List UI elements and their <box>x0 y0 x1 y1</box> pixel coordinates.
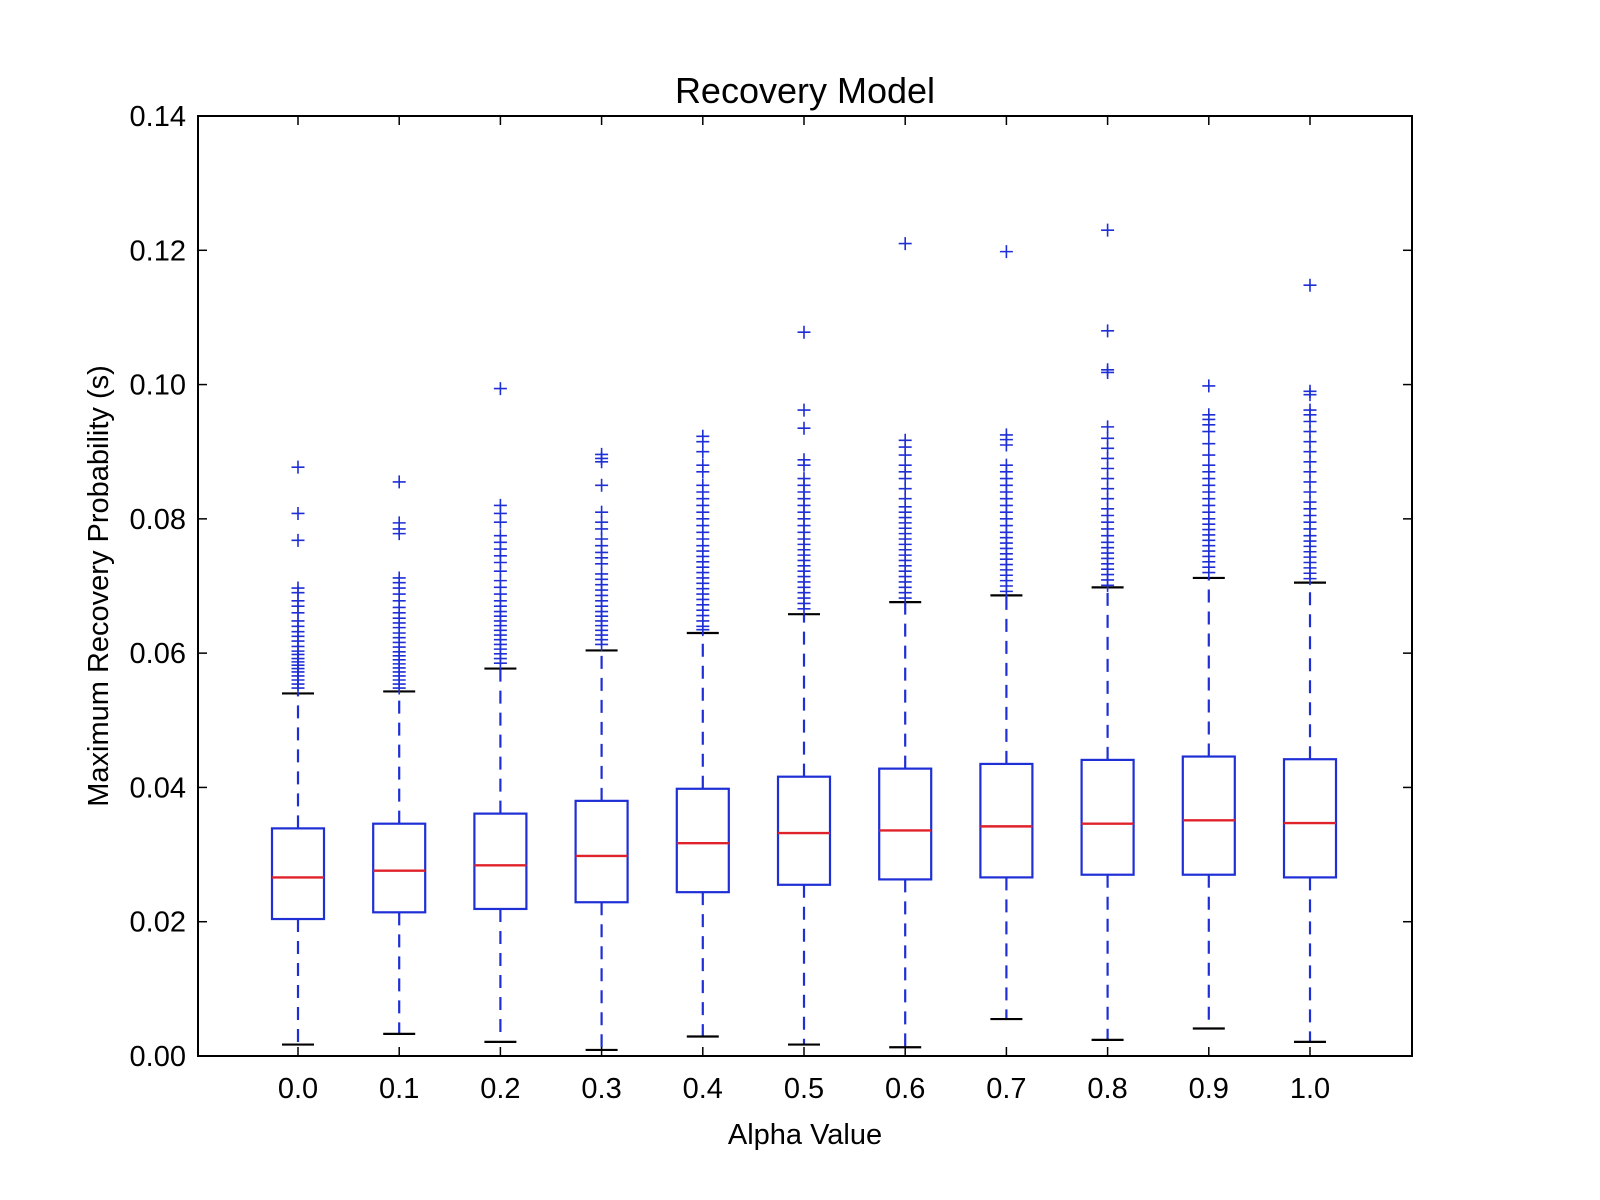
x-axis-ticks: 0.0 0.1 0.2 0.3 0.4 0.5 0.6 0.7 0.8 0.9 1.0 <box>278 116 1330 1105</box>
box-iqr <box>574 799 629 904</box>
box-group <box>574 447 629 1052</box>
outlier-point <box>999 438 1013 452</box>
outlier-point <box>797 403 811 417</box>
plot-area <box>270 223 1338 1052</box>
outlier-point <box>595 637 609 651</box>
outlier-point <box>392 681 406 695</box>
outlier-point <box>797 421 811 435</box>
box-iqr <box>1282 758 1338 879</box>
outlier-point <box>1101 420 1115 434</box>
outlier-point <box>291 460 305 474</box>
outlier-point <box>1101 578 1115 592</box>
chart-title: Recovery Model <box>675 70 935 111</box>
x-tick-label: 0.9 <box>1189 1073 1229 1105</box>
outlier-point <box>493 382 507 396</box>
x-tick-label: 0.0 <box>278 1073 318 1105</box>
y-tick-label: 0.10 <box>130 370 186 402</box>
outlier-point <box>1202 566 1216 580</box>
outlier-point <box>1101 324 1115 338</box>
outlier-point <box>797 602 811 616</box>
outlier-point <box>1101 365 1115 379</box>
box-group <box>270 460 326 1046</box>
outlier-point <box>291 506 305 520</box>
outlier-point <box>898 237 912 251</box>
box-iqr <box>878 767 933 881</box>
box-group <box>1181 379 1236 1030</box>
box-group <box>1282 278 1338 1044</box>
y-tick-label: 0.06 <box>130 638 186 670</box>
outlier-point <box>1202 437 1216 451</box>
x-tick-label: 0.8 <box>1087 1073 1127 1105</box>
outlier-point <box>1303 572 1317 586</box>
outlier-point <box>999 584 1013 598</box>
box-iqr <box>473 812 528 911</box>
x-axis-title: Alpha Value <box>728 1119 882 1151</box>
outlier-point <box>797 325 811 339</box>
outlier-point <box>1303 388 1317 402</box>
x-tick-label: 0.7 <box>986 1073 1026 1105</box>
y-tick-label: 0.02 <box>130 907 186 939</box>
outlier-point <box>999 245 1013 259</box>
y-tick-label: 0.04 <box>130 772 186 804</box>
y-tick-label: 0.14 <box>130 101 186 133</box>
outlier-point <box>696 623 710 637</box>
box-group <box>473 382 528 1044</box>
outlier-point <box>1303 278 1317 292</box>
box-iqr <box>372 822 427 914</box>
y-tick-label: 0.12 <box>130 235 186 267</box>
box-iqr <box>675 787 730 894</box>
box-group <box>878 237 933 1049</box>
outlier-point <box>291 681 305 695</box>
box-iqr <box>776 775 832 886</box>
outlier-point <box>493 515 507 529</box>
outlier-point <box>898 591 912 605</box>
outlier-point <box>1202 379 1216 393</box>
outlier-point <box>595 478 609 492</box>
box-group <box>776 325 832 1046</box>
box-iqr <box>1080 758 1135 876</box>
box-group <box>1080 223 1135 1041</box>
y-tick-label: 0.08 <box>130 504 186 536</box>
x-tick-label: 0.2 <box>480 1073 520 1105</box>
box-iqr <box>979 762 1034 879</box>
outlier-point <box>392 527 406 541</box>
box-iqr <box>270 827 326 921</box>
y-tick-label: 0.00 <box>130 1041 186 1073</box>
outlier-point <box>797 458 811 472</box>
x-tick-label: 0.5 <box>784 1073 824 1105</box>
x-tick-label: 0.3 <box>581 1073 621 1105</box>
x-tick-label: 0.6 <box>885 1073 925 1105</box>
box-group <box>372 475 427 1035</box>
outlier-point <box>696 465 710 479</box>
plot-frame <box>197 115 1413 1057</box>
outlier-point <box>696 445 710 459</box>
outlier-point <box>493 656 507 670</box>
box-group <box>979 245 1034 1021</box>
x-tick-label: 1.0 <box>1290 1073 1330 1105</box>
outlier-point <box>1101 223 1115 237</box>
y-axis-title: Maximum Recovery Probability (s) <box>83 365 115 807</box>
x-tick-label: 0.1 <box>379 1073 419 1105</box>
outlier-point <box>291 533 305 547</box>
box-group <box>675 429 730 1038</box>
x-tick-label: 0.4 <box>683 1073 723 1105</box>
box-iqr <box>1181 755 1236 876</box>
outlier-point <box>595 455 609 469</box>
y-axis-ticks: 0.00 0.02 0.04 0.06 0.08 0.10 0.12 0.14 <box>130 101 1412 1073</box>
outlier-point <box>392 475 406 489</box>
outlier-point <box>1202 425 1216 439</box>
